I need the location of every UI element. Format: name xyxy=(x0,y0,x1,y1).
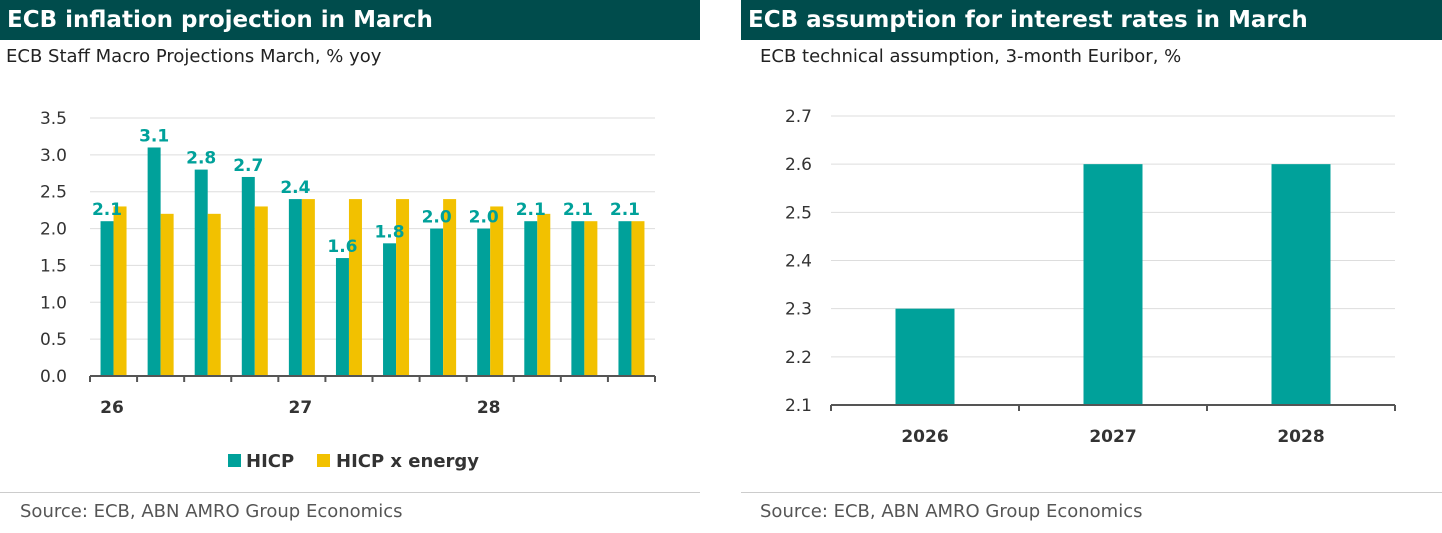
x-tick-label: 28 xyxy=(477,398,501,418)
bar-hicp-x-energy xyxy=(348,199,362,376)
bar-hicp-x-energy xyxy=(537,213,551,376)
data-label-hicp: 2.1 xyxy=(610,200,640,220)
legend-swatch-hicp-x-energy xyxy=(317,454,330,467)
inflation-chart-panel: ECB inflation projection in March ECB St… xyxy=(0,0,700,533)
bar-hicp xyxy=(288,199,302,376)
bar-hicp-x-energy xyxy=(443,199,457,376)
legend-swatch-hicp xyxy=(228,454,241,467)
rates-chart-panel: ECB assumption for interest rates in Mar… xyxy=(741,0,1442,533)
data-label-hicp: 2.8 xyxy=(186,149,216,169)
data-label-hicp: 1.6 xyxy=(327,237,357,257)
y-tick-label: 2.0 xyxy=(40,220,67,240)
inflation-chart-title: ECB inflation projection in March xyxy=(0,0,700,40)
rates-chart-source: Source: ECB, ABN AMRO Group Economics xyxy=(760,501,1143,522)
y-tick-label: 1.0 xyxy=(40,293,67,313)
data-label-hicp: 2.1 xyxy=(563,200,593,220)
legend-label-hicp-x-energy: HICP x energy xyxy=(336,451,479,472)
data-label-hicp: 2.0 xyxy=(422,208,452,228)
bar-hicp-x-energy xyxy=(584,221,598,376)
y-tick-label: 2.1 xyxy=(785,396,812,416)
bar-hicp xyxy=(335,258,349,376)
y-tick-label: 1.5 xyxy=(40,256,67,276)
bar-hicp-x-energy xyxy=(301,199,315,376)
y-tick-label: 3.5 xyxy=(40,109,67,129)
x-tick-label: 26 xyxy=(100,398,124,418)
bar-hicp-x-energy xyxy=(207,213,221,376)
y-tick-label: 2.6 xyxy=(785,155,812,175)
y-tick-label: 2.4 xyxy=(785,252,812,272)
bar-hicp-x-energy xyxy=(113,206,127,376)
bar-hicp-x-energy xyxy=(396,199,410,376)
bar-hicp-x-energy xyxy=(631,221,645,376)
bar-hicp xyxy=(477,228,491,376)
inflation-chart-plot: 0.0 0.5 1.0 1.5 2.0 2.5 3.0 3.5 2.1 3.1 2.8 2.7 2.4 1… xyxy=(40,109,656,472)
bar-hicp-x-energy xyxy=(490,206,504,376)
bar-hicp xyxy=(241,176,255,376)
data-label-hicp: 1.8 xyxy=(374,222,404,242)
bar-hicp xyxy=(571,221,585,376)
rates-chart-subtitle: ECB technical assumption, 3-month Euribo… xyxy=(760,46,1182,67)
y-tick-label: 0.5 xyxy=(40,330,67,350)
bar-euribor xyxy=(1083,164,1143,405)
legend-label-hicp: HICP xyxy=(246,451,294,472)
bar-euribor xyxy=(1271,164,1331,405)
bar-hicp xyxy=(618,221,632,376)
inflation-chart-source: Source: ECB, ABN AMRO Group Economics xyxy=(20,501,403,522)
bar-hicp xyxy=(147,147,161,376)
bar-hicp xyxy=(383,243,397,376)
bar-hicp-x-energy xyxy=(160,213,174,376)
data-label-hicp: 2.7 xyxy=(233,156,263,176)
data-label-hicp: 2.4 xyxy=(280,178,310,198)
bar-hicp xyxy=(430,228,444,376)
data-label-hicp: 2.1 xyxy=(92,200,122,220)
source-divider xyxy=(741,492,1442,493)
x-tick-label: 2028 xyxy=(1277,427,1324,447)
bar-hicp-x-energy xyxy=(254,206,268,376)
y-tick-label: 2.5 xyxy=(785,203,812,223)
rates-chart-title: ECB assumption for interest rates in Mar… xyxy=(741,0,1442,40)
y-tick-label: 2.2 xyxy=(785,348,812,368)
source-divider xyxy=(0,492,700,493)
x-tick-label: 2027 xyxy=(1089,427,1136,447)
data-label-hicp: 2.0 xyxy=(469,208,499,228)
data-label-hicp: 3.1 xyxy=(139,126,169,146)
rates-chart-plot: 2.1 2.2 2.3 2.4 2.5 2.6 2.7 2026 2027 2028 xyxy=(785,107,1396,447)
x-tick-label: 27 xyxy=(288,398,312,418)
data-label-hicp: 2.1 xyxy=(516,200,546,220)
bar-euribor xyxy=(895,308,955,405)
y-tick-label: 2.3 xyxy=(785,300,812,320)
y-tick-label: 2.7 xyxy=(785,107,812,127)
x-tick-label: 2026 xyxy=(901,427,948,447)
bar-hicp xyxy=(524,221,538,376)
y-tick-label: 0.0 xyxy=(40,367,67,387)
bar-hicp xyxy=(100,221,114,376)
bar-hicp xyxy=(194,169,208,376)
y-tick-label: 3.0 xyxy=(40,146,67,166)
inflation-chart-subtitle: ECB Staff Macro Projections March, % yoy xyxy=(6,46,382,67)
y-tick-label: 2.5 xyxy=(40,183,67,203)
